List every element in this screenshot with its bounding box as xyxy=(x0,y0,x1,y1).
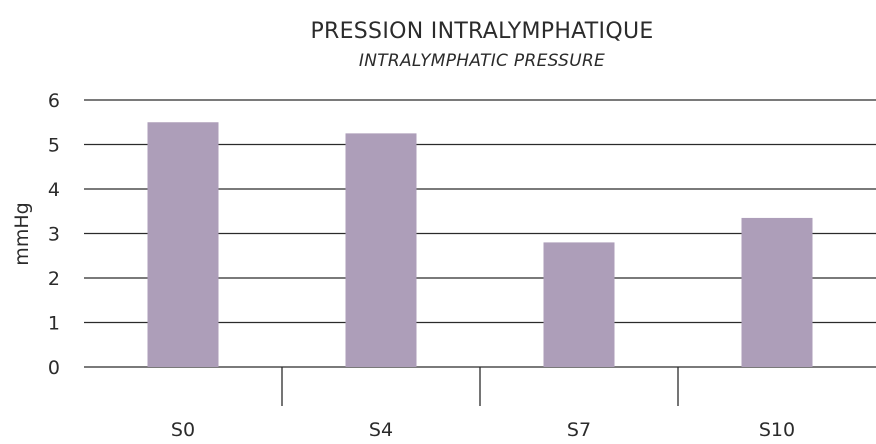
x-axis-ticks: S0 S4 S7 S10 xyxy=(171,419,795,441)
y-tick-label: 6 xyxy=(48,90,60,112)
y-tick-label: 5 xyxy=(48,135,60,157)
y-axis-label: mmHg xyxy=(11,202,33,265)
x-tick-label: S10 xyxy=(759,419,795,441)
y-axis-ticks: 0 1 2 3 4 5 6 xyxy=(48,90,60,379)
y-tick-label: 4 xyxy=(48,179,60,201)
bar-s4 xyxy=(345,133,417,367)
bars xyxy=(147,122,813,367)
bar-s10 xyxy=(741,217,813,367)
category-separators xyxy=(281,367,679,406)
bar-s0 xyxy=(147,122,219,367)
y-tick-label: 2 xyxy=(48,268,60,290)
y-tick-label: 3 xyxy=(48,224,60,246)
chart-subtitle: INTRALYMPHATIC PRESSURE xyxy=(359,51,605,71)
chart-title: PRESSION INTRALYMPHATIQUE xyxy=(310,19,653,44)
y-tick-label: 0 xyxy=(48,357,60,379)
bar-s7 xyxy=(543,242,615,367)
x-tick-label: S4 xyxy=(369,419,393,441)
y-tick-label: 1 xyxy=(48,313,60,335)
x-tick-label: S0 xyxy=(171,419,195,441)
x-tick-label: S7 xyxy=(567,419,591,441)
